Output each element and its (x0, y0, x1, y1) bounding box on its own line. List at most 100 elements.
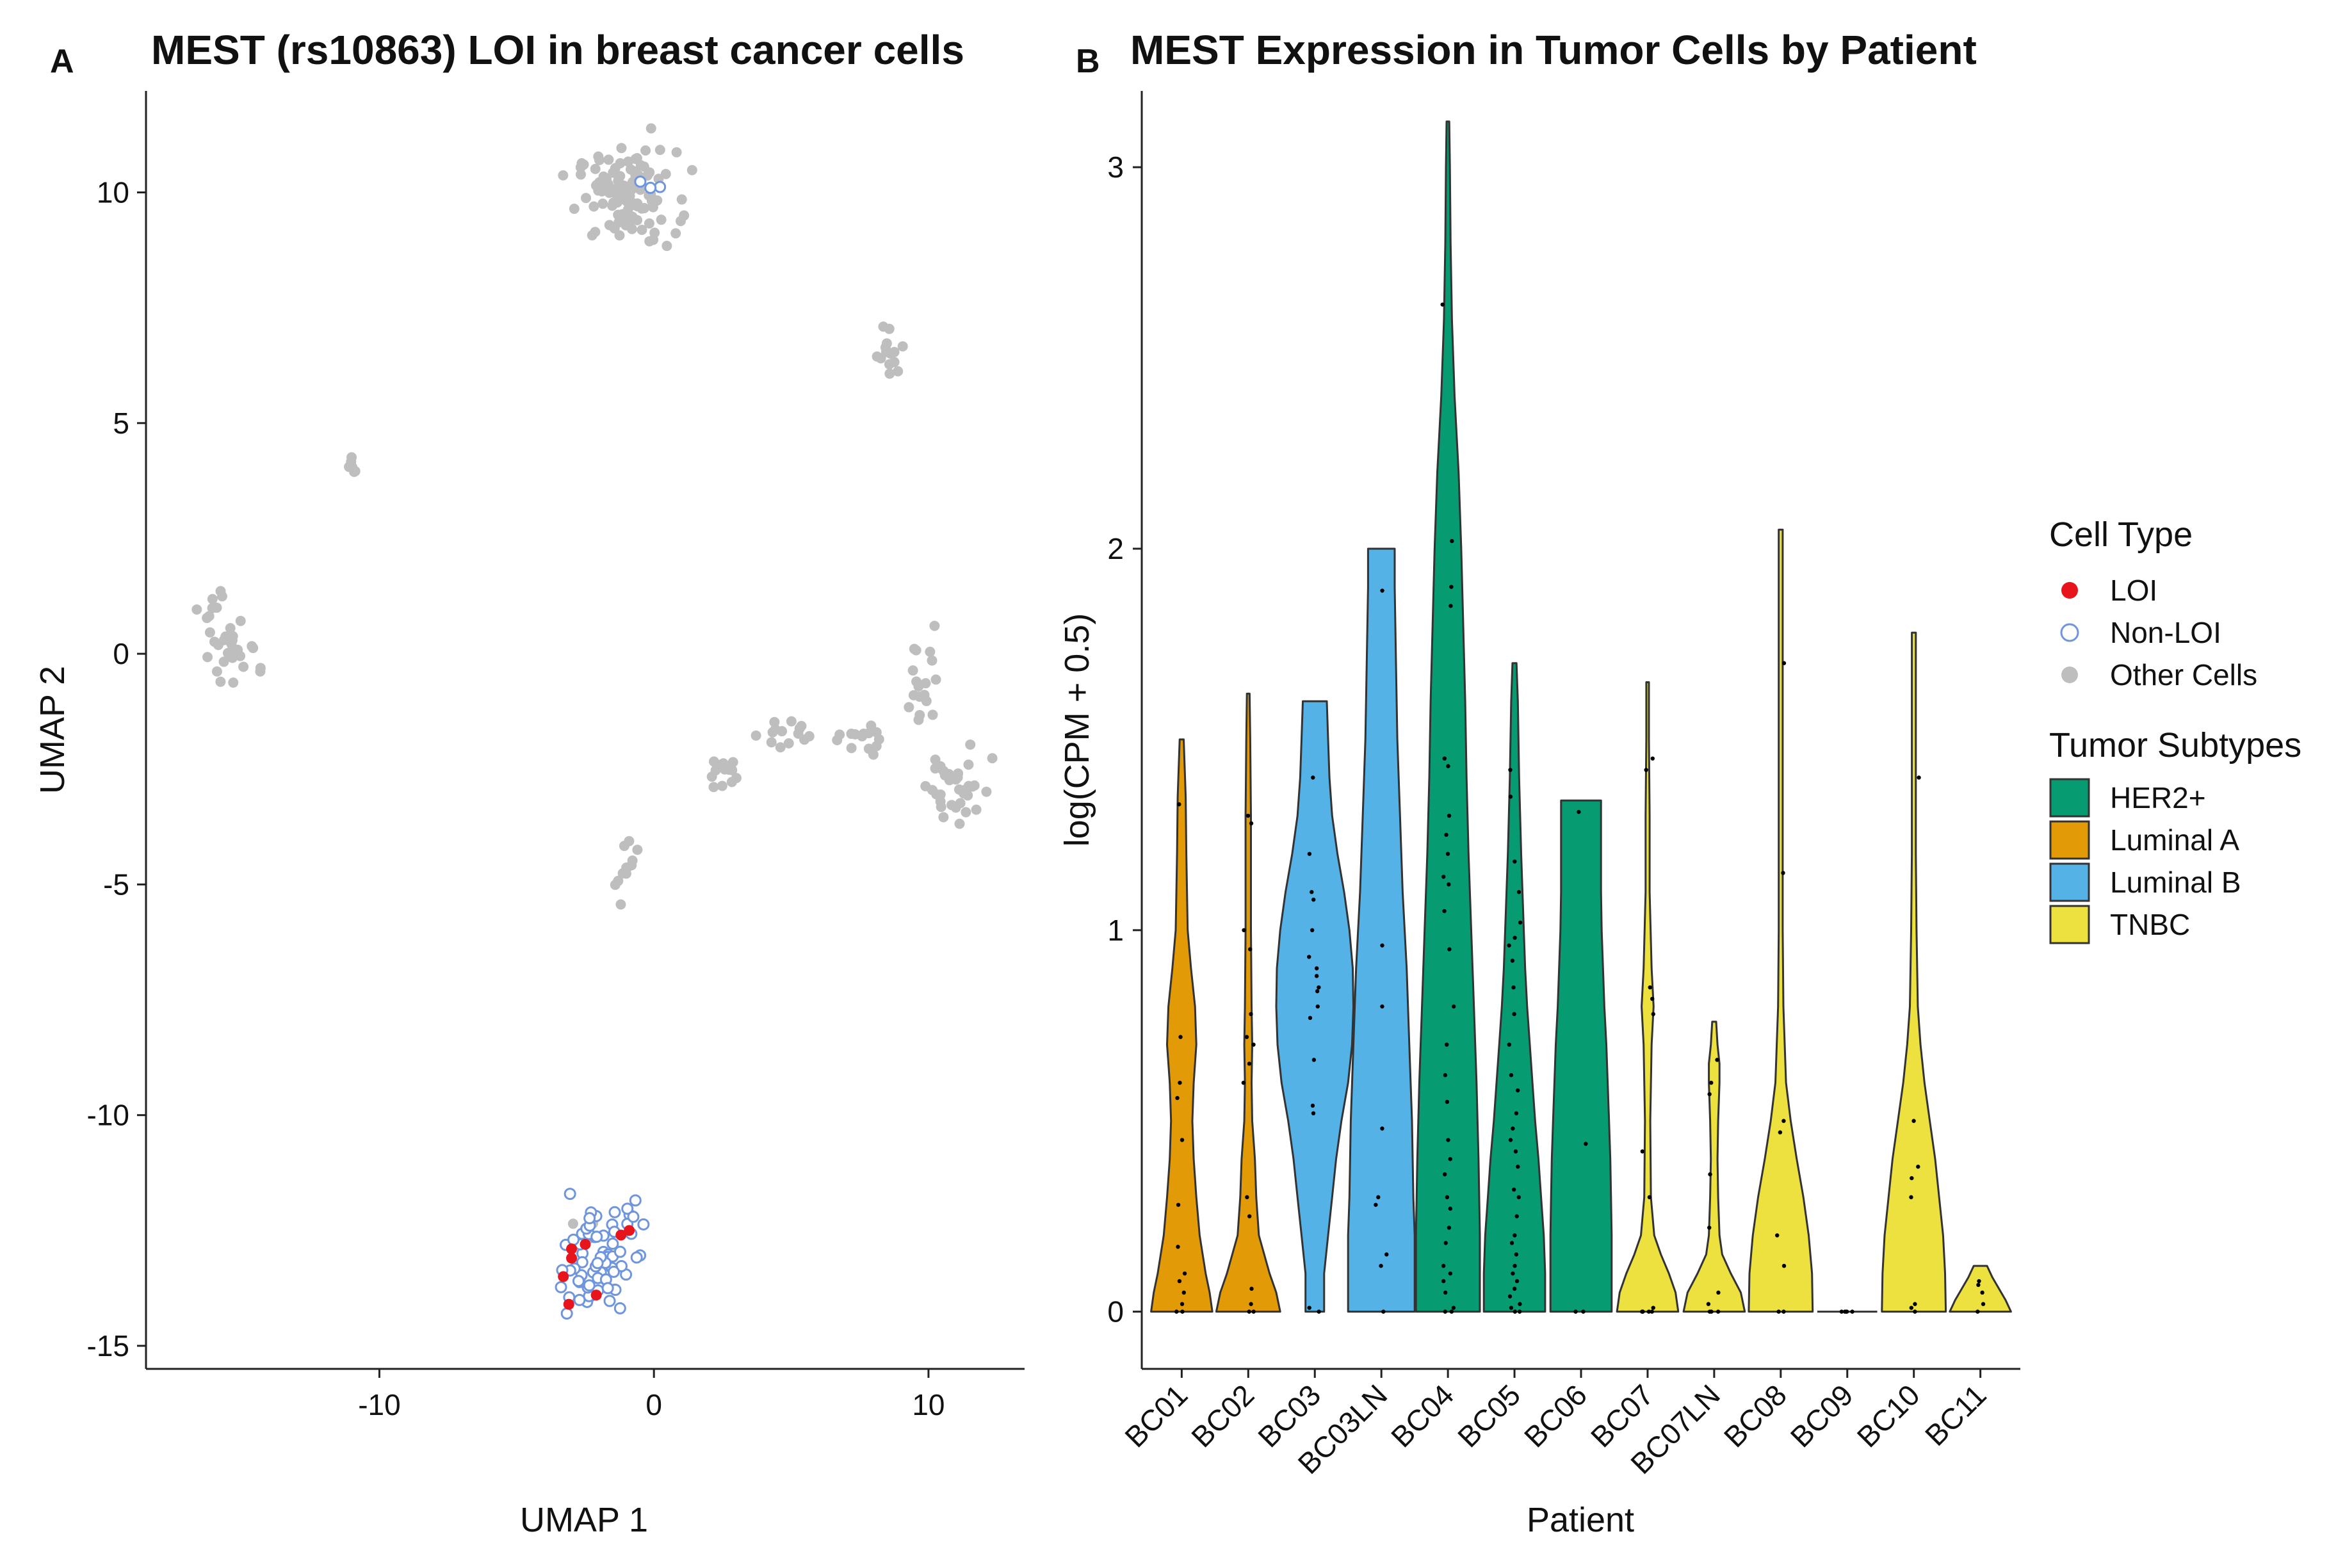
violin-point (1646, 1309, 1651, 1314)
other-cell-point (872, 351, 882, 362)
non-loi-point (573, 1293, 586, 1306)
violin-point (1513, 1149, 1518, 1154)
other-cell-point (581, 193, 592, 204)
violin-point (1507, 1042, 1512, 1047)
other-cell-point (235, 615, 246, 626)
violin-point (1249, 821, 1254, 826)
other-cell-point (626, 860, 637, 871)
other-cell-point (911, 676, 922, 687)
other-cell-point (209, 636, 220, 647)
loi-point (590, 1289, 602, 1301)
other-cell-point (191, 604, 202, 615)
violin-point (1380, 943, 1384, 948)
violin-BC03LN (1347, 547, 1416, 1313)
violin-point (1379, 1263, 1383, 1268)
violin-point (1249, 1286, 1254, 1291)
violin-point (1311, 1111, 1316, 1116)
y-tick-label: 5 (113, 407, 129, 440)
violin-point (1512, 1286, 1517, 1291)
other-cell-point (889, 357, 900, 368)
panel-b-x-axis-title: Patient (1527, 1501, 1634, 1539)
violin-point (1640, 1149, 1645, 1154)
panel-b-x-ticks: BC01BC02BC03BC03LNBC04BC05BC06BC07BC07LN… (1118, 1369, 1993, 1480)
other-cell-point (767, 727, 778, 738)
violin-point (1450, 538, 1454, 544)
violin-point (1446, 1138, 1450, 1142)
patient-tick-label: BC06 (1518, 1378, 1593, 1453)
legend-label: Other Cells (2110, 658, 2257, 691)
other-cell-point (935, 796, 946, 807)
loi-point (558, 1271, 569, 1282)
violin-point (1775, 1233, 1780, 1238)
other-cell-point (881, 338, 892, 349)
other-cell-point (575, 162, 586, 173)
other-cell-point (603, 154, 614, 165)
other-cell-point (946, 800, 957, 811)
other-cell-point (346, 452, 357, 463)
violin-point (1249, 1012, 1253, 1017)
violin-point (1513, 1263, 1517, 1268)
patient-tick-label: BC09 (1784, 1378, 1860, 1453)
other-cell-point (613, 217, 624, 228)
violin-point (1176, 1245, 1180, 1249)
other-cell-point (961, 807, 971, 818)
non-loi-point (644, 181, 657, 194)
violin-point (1244, 1035, 1249, 1039)
non-loi-point (613, 1302, 626, 1314)
other-cell-point (846, 729, 857, 740)
violin-point (1180, 1309, 1185, 1314)
violin-point (1514, 1279, 1520, 1284)
violin-point (1518, 920, 1523, 925)
legend-swatch-luminal_b (2049, 862, 2090, 902)
violin-point (1177, 1279, 1182, 1284)
violin-BC03 (1275, 700, 1354, 1313)
violin-point (1511, 1126, 1515, 1131)
violin-point (1916, 1165, 1920, 1169)
other-cell-point (920, 678, 931, 689)
violin-point (1909, 1305, 1914, 1310)
violin-point (1447, 882, 1451, 887)
other-cell-point (590, 180, 601, 191)
patient-tick-label: BC08 (1717, 1378, 1793, 1453)
violin-point (1448, 604, 1453, 608)
violin-point (1307, 852, 1312, 856)
y-tick-label: -10 (87, 1099, 129, 1132)
non-loi-point (637, 1218, 650, 1231)
other-cell-point (632, 845, 643, 855)
loi-point (615, 1229, 627, 1241)
other-cell-point (204, 627, 215, 638)
other-cell-point (207, 602, 218, 613)
other-cell-point (610, 879, 621, 890)
other-cell-point (868, 749, 879, 760)
violin-point (1443, 1309, 1447, 1314)
patient-tick-label: BC05 (1451, 1378, 1527, 1453)
violin-point (1180, 1302, 1185, 1306)
panel-a-y-ticks: -15 -10 -5 0 5 10 (87, 176, 146, 1362)
violin-point (1307, 1305, 1311, 1310)
violin-point (1443, 1073, 1448, 1078)
non-loi-point (583, 1212, 596, 1225)
violin-point (1249, 1302, 1253, 1306)
other-cell-point (909, 643, 920, 654)
other-cell-point (670, 228, 681, 239)
violin-point (1246, 813, 1251, 818)
y-tick-label: 3 (1107, 150, 1124, 184)
violin-point (1314, 974, 1319, 978)
violin-point (1448, 1157, 1452, 1161)
other-cell-point (794, 723, 805, 734)
violin-point (1844, 1309, 1849, 1314)
non-loi-point (634, 175, 647, 188)
panel-a: A MEST (rs10863) LOI in breast cancer ce… (33, 27, 1025, 1539)
violin-BC01 (1150, 738, 1213, 1313)
violin-point (1976, 1309, 1980, 1314)
legend-marker-other (2061, 667, 2078, 683)
violin-point (1781, 661, 1787, 665)
violin-point (1444, 832, 1448, 837)
violin-point (1175, 1095, 1180, 1101)
violin-BC07LN (1682, 1021, 1746, 1313)
violin-point (1311, 897, 1316, 902)
violin-point (1977, 1279, 1981, 1284)
x-tick-label: 10 (912, 1388, 945, 1421)
other-cell-point (614, 230, 625, 241)
